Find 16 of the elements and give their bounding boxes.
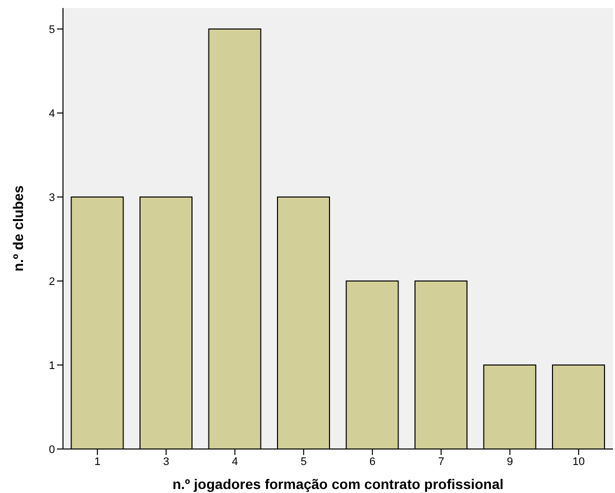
x-tick-label: 5: [300, 456, 307, 468]
y-axis-title: n.º de clubes: [10, 185, 26, 272]
x-tick-label: 3: [163, 456, 170, 468]
x-tick-label: 10: [572, 456, 585, 468]
x-tick-label: 9: [506, 456, 513, 468]
y-tick-label: 1: [48, 360, 55, 372]
y-tick-label: 4: [48, 108, 55, 120]
x-tick-label: 7: [438, 456, 444, 468]
y-tick-label: 0: [48, 444, 55, 456]
x-tick-label: 6: [369, 456, 376, 468]
y-tick-label: 5: [48, 24, 55, 36]
y-tick-label: 2: [48, 276, 55, 288]
y-tick-label: 3: [48, 192, 55, 204]
x-tick-label: 4: [232, 456, 238, 468]
x-tick-label: 1: [94, 456, 100, 468]
x-axis-title: n.º jogadores formação com contrato profissional: [172, 476, 504, 492]
